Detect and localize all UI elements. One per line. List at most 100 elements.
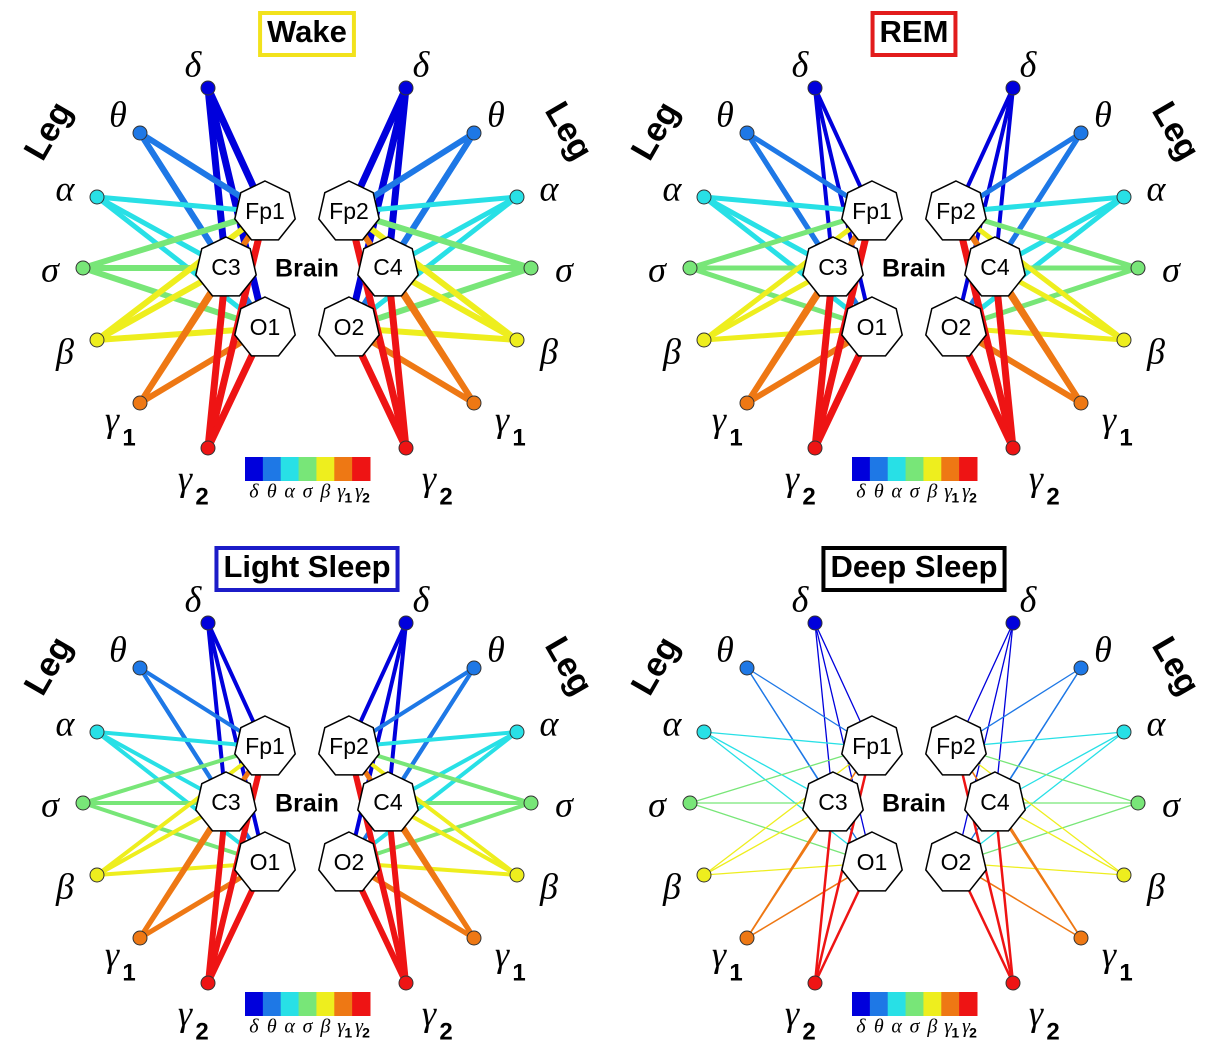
brain-node [317, 831, 381, 892]
link [689, 802, 873, 864]
link [205, 800, 229, 986]
band-label: α [663, 168, 683, 208]
band-subscript: 2 [1046, 483, 1059, 510]
brain-node-label: C4 [373, 789, 403, 815]
colorbar-label: α [891, 481, 902, 503]
colorbar-label: δ [856, 1016, 866, 1038]
link [95, 730, 267, 865]
leg-node [696, 189, 712, 205]
brain-node [840, 180, 904, 241]
band-label: β [55, 866, 74, 906]
brain-node [356, 236, 420, 297]
brain-node [233, 296, 297, 357]
band-label: σ [648, 784, 667, 824]
leg-node [1005, 975, 1021, 991]
band-subscript: 1 [729, 959, 742, 986]
center-label: Brain [275, 790, 339, 818]
leg-node [200, 615, 216, 631]
band-label: θ [487, 94, 505, 134]
colorbar-label: γ [962, 481, 971, 503]
colorbar-label: γ [355, 1016, 364, 1038]
colorbar-swatch [280, 457, 300, 481]
brain-node [194, 236, 258, 297]
band-label: γ [1029, 993, 1044, 1033]
colorbar-label: γ [944, 481, 953, 503]
leg-node [89, 189, 105, 205]
brain-node [924, 180, 988, 241]
colorbar-swatch [316, 457, 335, 481]
leg-node [466, 660, 482, 676]
colorbar-label: α [284, 1016, 295, 1038]
band-label: σ [555, 249, 574, 289]
colorbar-swatch [352, 457, 371, 481]
link [953, 194, 1127, 331]
band-label: δ [185, 579, 203, 619]
leg-node [509, 189, 525, 205]
band-label: σ [41, 249, 60, 289]
limb-label: Leg [1144, 95, 1207, 166]
band-label: θ [109, 629, 127, 669]
link [94, 194, 268, 331]
brain-node-label: C3 [818, 789, 847, 815]
link [80, 209, 268, 271]
band-label: γ [495, 399, 510, 439]
brain-node [840, 831, 904, 892]
band-label: σ [1162, 784, 1181, 824]
band-subscript: 1 [512, 959, 525, 986]
limb-label: Leg [1144, 630, 1207, 701]
brain-node [924, 715, 988, 776]
colorbar-swatch [334, 992, 353, 1016]
band-label: θ [1094, 629, 1112, 669]
colorbar-label: β [319, 1016, 330, 1038]
colorbar-label: θ [267, 1016, 277, 1038]
band-label: γ [422, 993, 437, 1033]
leg-node [1073, 660, 1089, 676]
colorbar-subscript: 1 [951, 490, 959, 506]
brain-node-label: Fp1 [245, 198, 285, 224]
band-label: γ [712, 399, 727, 439]
brain-node [317, 296, 381, 357]
brain-node [233, 831, 297, 892]
leg-node [466, 395, 482, 411]
limb-label: Leg [624, 630, 687, 701]
band-label: α [56, 168, 76, 208]
band-label: σ [648, 249, 667, 289]
brain-node [317, 180, 381, 241]
colorbar-swatch [887, 457, 907, 481]
brain-node [233, 715, 297, 776]
panel-title: Wake [267, 14, 347, 49]
brain-node-label: Fp2 [936, 733, 976, 759]
brain-node-label: O1 [250, 849, 281, 875]
band-label: θ [487, 629, 505, 669]
band-subscript: 1 [122, 424, 135, 451]
colorbar-swatch [262, 992, 282, 1016]
colorbar-swatch [852, 457, 871, 481]
band-subscript: 1 [729, 424, 742, 451]
brain-node-label: O1 [250, 314, 281, 340]
brain-node-label: C3 [818, 254, 847, 280]
band-label: γ [785, 993, 800, 1033]
band-subscript: 1 [1119, 959, 1132, 986]
link [955, 746, 1125, 876]
leg-node [739, 125, 755, 141]
colorbar-swatch [941, 457, 960, 481]
band-label: α [1147, 703, 1167, 743]
colorbar-label: γ [337, 1016, 346, 1038]
colorbar-label: δ [856, 481, 866, 503]
link [814, 622, 873, 864]
leg-node [1073, 125, 1089, 141]
leg-node [398, 615, 414, 631]
link [955, 731, 1125, 864]
link [991, 264, 1017, 452]
link [953, 209, 1141, 271]
leg-node [739, 395, 755, 411]
band-subscript: 2 [439, 483, 452, 510]
band-subscript: 1 [512, 424, 525, 451]
limb-label: Leg [537, 95, 600, 166]
center-label: Brain [882, 255, 946, 283]
band-label: γ [712, 934, 727, 974]
band-label: σ [1162, 249, 1181, 289]
leg-node [807, 615, 823, 631]
